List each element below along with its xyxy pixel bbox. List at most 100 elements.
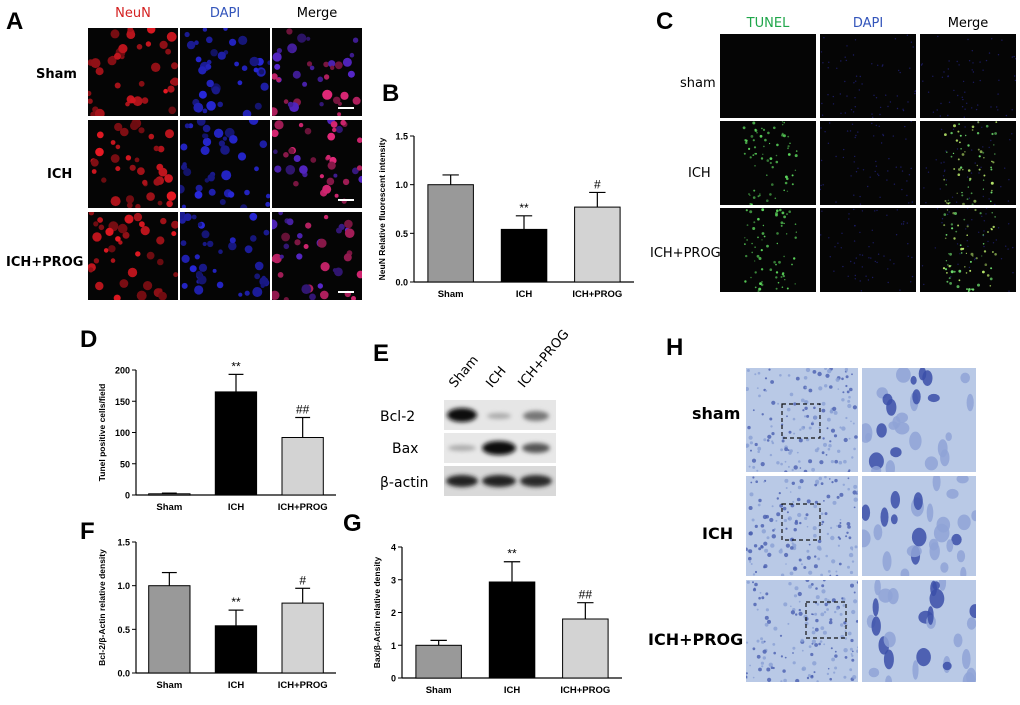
chart-g-significance-label: ** bbox=[507, 547, 517, 561]
panel-c-header-merge: Merge bbox=[947, 16, 989, 31]
panel-letter-c: C bbox=[656, 8, 674, 35]
panel-d-bar-chart: 0 50 100 150 200 Tunel positive cells/field Sh… bbox=[97, 359, 336, 513]
chart-g-category-label: ICH bbox=[504, 685, 521, 696]
chart-g-ytick-label: 3 bbox=[391, 575, 396, 585]
panel-h-row-ich-prog: ICH+PROG bbox=[648, 630, 744, 649]
chart-f-ytick-label: 1.0 bbox=[117, 581, 130, 591]
panel-f-bar-chart: 0.0 0.5 1.0 1.5 Bcl-2/β-Actin relative densi… bbox=[97, 538, 336, 691]
chart-g-ytick-label: 4 bbox=[391, 543, 396, 553]
panel-c-tile-ich-prog-merge bbox=[920, 208, 1016, 292]
panel-h-row-ich: ICH bbox=[702, 524, 734, 543]
panel-e-label-bax: Bax bbox=[392, 441, 419, 457]
chart-d-bar-sham bbox=[148, 493, 191, 496]
chart-d-ytick-label: 50 bbox=[120, 459, 130, 469]
panel-h-tile-ich-overview bbox=[746, 476, 858, 576]
chart-b-ytick-label: 1.0 bbox=[395, 180, 408, 190]
chart-b-category-label: ICH+PROG bbox=[572, 289, 622, 300]
chart-f-category-label: Sham bbox=[156, 680, 182, 691]
chart-f-category-label: ICH+PROG bbox=[278, 680, 328, 691]
chart-b-category-label: ICH bbox=[516, 289, 533, 300]
panel-a-tile-sham-neun bbox=[88, 28, 178, 116]
panel-c-tile-sham-merge bbox=[920, 34, 1016, 118]
chart-b-significance-label: ** bbox=[519, 201, 529, 215]
panel-h-tile-ich-prog-zoom bbox=[862, 580, 976, 682]
chart-d-ytick-label: 0 bbox=[125, 491, 130, 501]
chart-g-bar-ich-prog bbox=[562, 618, 609, 679]
panel-a-header-dapi: DAPI bbox=[209, 6, 241, 21]
panel-a-header-neun: NeuN bbox=[115, 6, 151, 21]
chart-d-category-label: ICH bbox=[228, 502, 245, 513]
panel-c-tile-ich-prog-tunel bbox=[720, 208, 816, 292]
panel-a-tile-ich-prog-neun bbox=[88, 212, 178, 300]
chart-d-significance-label: ** bbox=[231, 359, 241, 373]
panel-e-label-beta-actin: β-actin bbox=[380, 475, 429, 491]
panel-h-tile-sham-zoom bbox=[862, 368, 976, 472]
chart-b-bar-sham bbox=[427, 184, 474, 283]
panel-a-tile-ich-neun bbox=[88, 120, 178, 208]
panel-a-row-sham: Sham bbox=[36, 67, 77, 82]
panel-a-tile-sham-dapi bbox=[180, 28, 270, 116]
chart-d-bar-ich bbox=[214, 391, 258, 496]
panel-letter-a: A bbox=[6, 8, 24, 35]
chart-g-bar-sham bbox=[415, 644, 462, 679]
chart-b-category-label: Sham bbox=[438, 289, 464, 300]
chart-d-bar-ich-prog bbox=[281, 437, 324, 496]
chart-b-ytick-label: 0.0 bbox=[395, 278, 408, 288]
chart-b-bar-ich bbox=[500, 228, 548, 283]
panel-a-row-ich: ICH bbox=[47, 167, 73, 182]
panel-a-header-merge: Merge bbox=[296, 6, 338, 21]
chart-b-ylabel: NeuN Relative fluorescent intensity bbox=[377, 137, 387, 280]
chart-g-ytick-label: 0 bbox=[391, 674, 396, 684]
chart-d-ylabel: Tunel positive cells/field bbox=[97, 384, 107, 482]
chart-f-category-label: ICH bbox=[228, 680, 245, 691]
panel-e-lane-ich: ICH bbox=[483, 363, 510, 391]
panel-g-bar-chart: 0 1 2 3 4 Bax/β-Actin relative density Sham ** I… bbox=[372, 543, 622, 696]
chart-f-bar-sham bbox=[148, 585, 191, 674]
panel-c-tile-ich-merge bbox=[920, 121, 1016, 205]
panel-c-tile-sham-dapi bbox=[820, 34, 916, 118]
panel-c-row-sham: sham bbox=[680, 76, 716, 91]
panel-h-tile-sham-overview bbox=[746, 368, 858, 472]
panel-a-row-ich-prog: ICH+PROG bbox=[6, 255, 84, 270]
panel-c-header-tunel: TUNEL bbox=[746, 16, 790, 31]
panel-h-row-sham: sham bbox=[692, 404, 741, 423]
chart-g-significance-label: ## bbox=[579, 588, 593, 602]
chart-g-ylabel: Bax/β-Actin relative density bbox=[372, 556, 382, 668]
panel-a-tile-ich-merge bbox=[272, 120, 362, 208]
panel-a-tile-ich-dapi bbox=[180, 120, 270, 208]
panel-a-tile-sham-merge bbox=[272, 28, 362, 116]
chart-g-ytick-label: 1 bbox=[391, 641, 396, 651]
chart-d-category-label: ICH+PROG bbox=[278, 502, 328, 513]
chart-f-ytick-label: 0.5 bbox=[117, 625, 130, 635]
chart-d-ytick-label: 150 bbox=[115, 397, 130, 407]
panel-c-tile-ich-prog-dapi bbox=[820, 208, 916, 292]
chart-g-bar-ich bbox=[488, 581, 536, 679]
chart-b-ytick-label: 0.5 bbox=[395, 229, 408, 239]
chart-f-ytick-label: 1.5 bbox=[117, 538, 130, 548]
panel-c-header-dapi: DAPI bbox=[852, 16, 884, 31]
chart-f-bar-ich-prog bbox=[281, 602, 324, 674]
panel-e-label-bcl2: Bcl-2 bbox=[380, 409, 416, 425]
chart-f-ytick-label: 0.0 bbox=[117, 669, 130, 679]
panel-letter-h: H bbox=[666, 334, 684, 361]
chart-b-ytick-label: 1.5 bbox=[395, 132, 408, 142]
chart-f-significance-label: # bbox=[299, 573, 306, 587]
chart-d-ytick-label: 100 bbox=[115, 428, 130, 438]
chart-f-significance-label: ** bbox=[231, 595, 241, 609]
chart-d-category-label: Sham bbox=[156, 502, 182, 513]
panel-c-row-ich-prog: ICH+PROG bbox=[650, 246, 721, 261]
panel-c-tile-ich-dapi bbox=[820, 121, 916, 205]
panel-h-tile-ich-zoom bbox=[862, 476, 976, 576]
panel-e-lane-ich-prog: ICH+PROG bbox=[515, 327, 573, 391]
panel-letter-b: B bbox=[382, 80, 400, 107]
panel-e-blot-image bbox=[444, 400, 556, 496]
panel-a-tile-ich-prog-merge bbox=[272, 212, 362, 300]
chart-b-bar-ich-prog bbox=[574, 206, 621, 283]
chart-g-category-label: Sham bbox=[426, 685, 452, 696]
panel-e-lane-sham: Sham bbox=[446, 352, 482, 391]
panel-b-bar-chart: 0.0 0.5 1.0 1.5 NeuN Relative fluorescent in… bbox=[377, 132, 634, 300]
panel-letter-g: G bbox=[343, 510, 362, 537]
chart-b-significance-label: # bbox=[594, 177, 601, 191]
chart-d-ytick-label: 200 bbox=[115, 366, 130, 376]
panel-letter-d: D bbox=[80, 326, 98, 353]
